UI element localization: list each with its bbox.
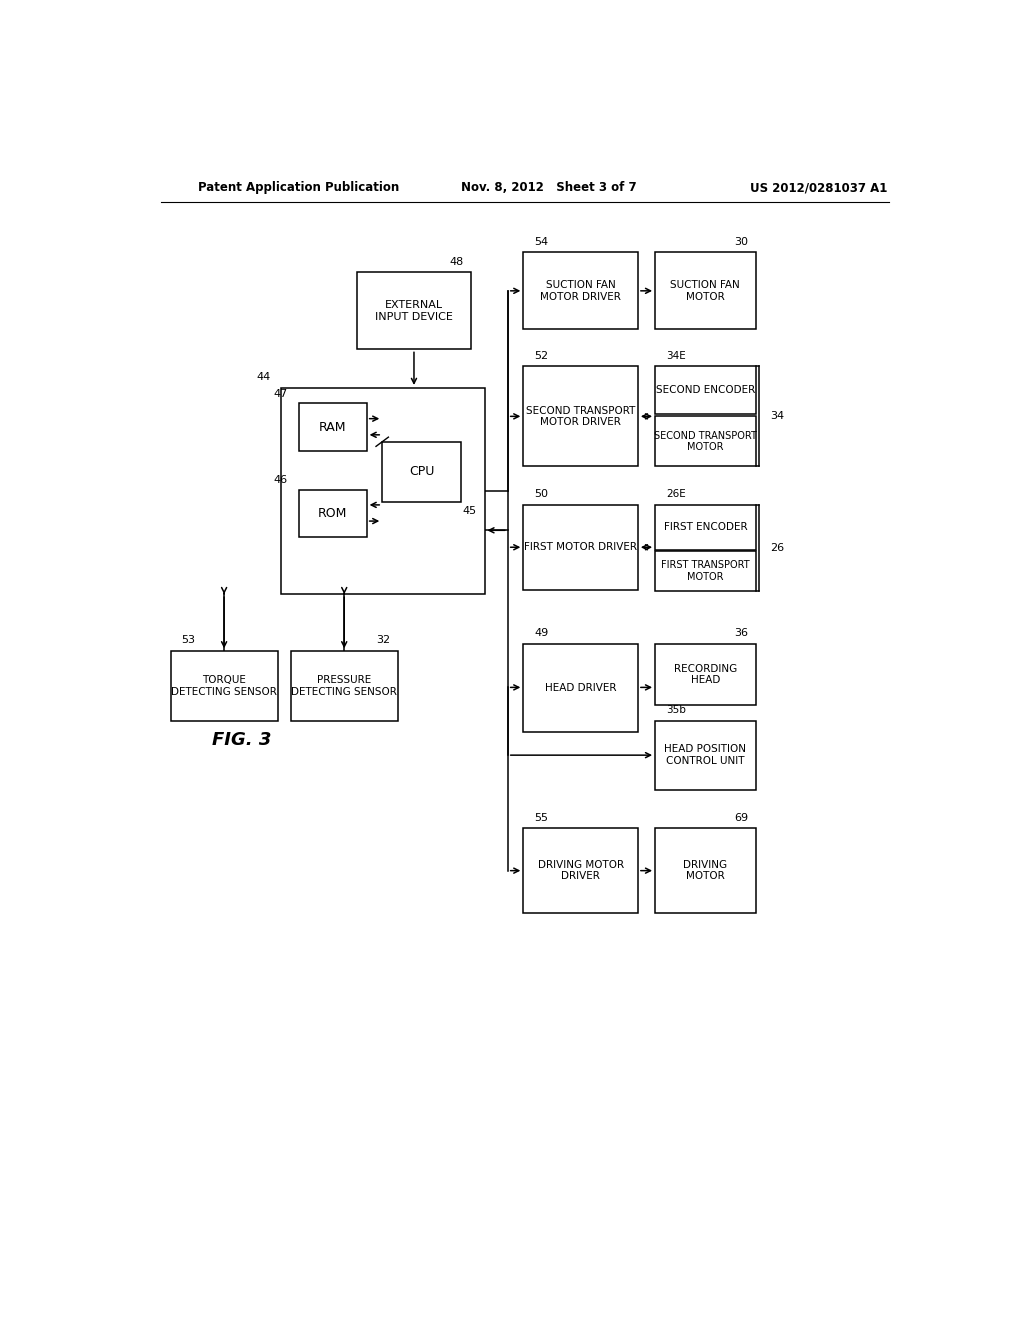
Text: 53: 53 bbox=[181, 635, 196, 645]
Bar bbox=[282, 388, 484, 594]
Text: 55: 55 bbox=[535, 813, 548, 822]
Text: FIRST ENCODER: FIRST ENCODER bbox=[664, 523, 748, 532]
Text: 32: 32 bbox=[376, 635, 390, 645]
Text: HEAD POSITION
CONTROL UNIT: HEAD POSITION CONTROL UNIT bbox=[665, 744, 746, 766]
Bar bbox=[299, 404, 367, 451]
Text: Patent Application Publication: Patent Application Publication bbox=[198, 181, 399, 194]
Text: PRESSURE
DETECTING SENSOR: PRESSURE DETECTING SENSOR bbox=[291, 675, 397, 697]
Bar bbox=[655, 829, 756, 913]
Text: 35b: 35b bbox=[666, 705, 686, 714]
Bar bbox=[382, 442, 461, 502]
Text: 52: 52 bbox=[535, 351, 548, 360]
Text: SUCTION FAN
MOTOR: SUCTION FAN MOTOR bbox=[671, 280, 740, 302]
Text: 54: 54 bbox=[535, 236, 548, 247]
Text: DRIVING
MOTOR: DRIVING MOTOR bbox=[683, 859, 727, 882]
Text: CPU: CPU bbox=[409, 465, 434, 478]
Bar bbox=[523, 367, 638, 466]
Text: FIRST TRANSPORT
MOTOR: FIRST TRANSPORT MOTOR bbox=[662, 560, 750, 582]
Text: 44: 44 bbox=[256, 372, 270, 381]
Text: HEAD DRIVER: HEAD DRIVER bbox=[545, 682, 616, 693]
Text: 48: 48 bbox=[450, 256, 464, 267]
Bar bbox=[655, 552, 756, 591]
Bar bbox=[655, 416, 756, 466]
Bar bbox=[655, 644, 756, 705]
Bar bbox=[655, 506, 756, 549]
Text: FIRST MOTOR DRIVER: FIRST MOTOR DRIVER bbox=[524, 543, 637, 552]
Text: 30: 30 bbox=[734, 236, 748, 247]
Bar bbox=[655, 721, 756, 789]
Text: SECOND TRANSPORT
MOTOR: SECOND TRANSPORT MOTOR bbox=[654, 430, 757, 453]
Text: TORQUE
DETECTING SENSOR: TORQUE DETECTING SENSOR bbox=[171, 675, 278, 697]
Bar bbox=[171, 651, 278, 721]
Bar bbox=[655, 367, 756, 414]
Text: FIG. 3: FIG. 3 bbox=[212, 731, 271, 748]
Text: 26E: 26E bbox=[666, 490, 686, 499]
Text: SECOND ENCODER: SECOND ENCODER bbox=[655, 385, 755, 395]
Text: RAM: RAM bbox=[318, 421, 346, 434]
Text: DRIVING MOTOR
DRIVER: DRIVING MOTOR DRIVER bbox=[538, 859, 624, 882]
Text: RECORDING
HEAD: RECORDING HEAD bbox=[674, 664, 737, 685]
Text: 49: 49 bbox=[535, 628, 548, 638]
Text: 69: 69 bbox=[734, 813, 748, 822]
Bar bbox=[291, 651, 397, 721]
Bar bbox=[356, 272, 471, 350]
Bar bbox=[523, 829, 638, 913]
Text: 36: 36 bbox=[734, 628, 748, 638]
Text: US 2012/0281037 A1: US 2012/0281037 A1 bbox=[751, 181, 888, 194]
Text: 34: 34 bbox=[770, 412, 783, 421]
Text: SUCTION FAN
MOTOR DRIVER: SUCTION FAN MOTOR DRIVER bbox=[541, 280, 621, 302]
Bar bbox=[523, 644, 638, 733]
Text: 46: 46 bbox=[273, 475, 288, 486]
Text: ROM: ROM bbox=[317, 507, 347, 520]
Text: 47: 47 bbox=[273, 389, 288, 399]
Bar bbox=[523, 506, 638, 590]
Bar bbox=[655, 252, 756, 330]
Text: Nov. 8, 2012   Sheet 3 of 7: Nov. 8, 2012 Sheet 3 of 7 bbox=[461, 181, 637, 194]
Text: 45: 45 bbox=[463, 506, 477, 516]
Bar bbox=[299, 490, 367, 537]
Text: 50: 50 bbox=[535, 490, 548, 499]
Bar bbox=[523, 252, 638, 330]
Text: 34E: 34E bbox=[666, 351, 686, 360]
Text: EXTERNAL
INPUT DEVICE: EXTERNAL INPUT DEVICE bbox=[375, 300, 453, 322]
Text: 26: 26 bbox=[770, 543, 783, 553]
Text: SECOND TRANSPORT
MOTOR DRIVER: SECOND TRANSPORT MOTOR DRIVER bbox=[526, 405, 635, 428]
